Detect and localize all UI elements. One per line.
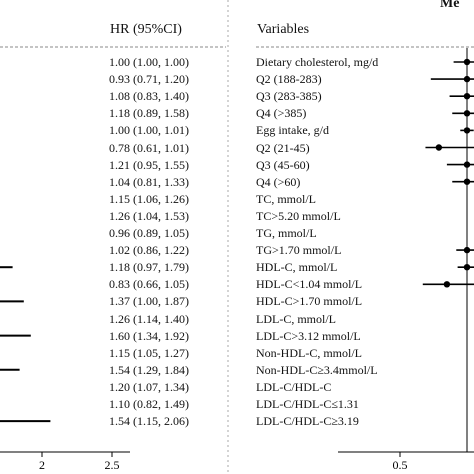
- right-panel-title-fragment: Me: [440, 0, 460, 11]
- right-x-tick-label: 0.5: [393, 458, 408, 472]
- hr-value: 1.10 (0.82, 1.49): [109, 397, 189, 411]
- hr-value: 1.20 (1.07, 1.34): [109, 380, 189, 394]
- hr-value: 0.96 (0.89, 1.05): [109, 226, 189, 240]
- right-point-estimate: [463, 58, 471, 66]
- variable-label: Q2 (188-283): [256, 72, 322, 86]
- right-point-estimate: [443, 281, 451, 288]
- variable-label: TC>5.20 mmol/L: [256, 209, 341, 223]
- hr-column-header: HR (95%CI): [110, 22, 182, 37]
- right-point-estimate: [463, 93, 471, 100]
- hr-value: 1.00 (1.00, 1.01): [109, 123, 189, 137]
- hr-value: 1.26 (1.04, 1.53): [109, 209, 189, 223]
- variable-label: HDL-C, mmol/L: [256, 260, 338, 274]
- right-point-estimate: [463, 246, 471, 254]
- hr-value: 1.04 (0.81, 1.33): [109, 175, 189, 189]
- variable-label: Q3 (283-385): [256, 89, 322, 103]
- variable-label: Q4 (>385): [256, 106, 307, 120]
- variable-label: Non-HDL-C≥3.4mmol/L: [256, 363, 378, 377]
- variable-label: Q4 (>60): [256, 175, 301, 189]
- variable-label: Q2 (21-45): [256, 141, 310, 155]
- right-point-estimate: [463, 110, 471, 117]
- right-point-estimate: [463, 161, 471, 168]
- variable-label: LDL-C, mmol/L: [256, 312, 336, 326]
- variable-label: LDL-C/HDL-C: [256, 380, 332, 394]
- variable-label: LDL-C/HDL-C≥3.19: [256, 414, 359, 428]
- variable-label: Egg intake, g/d: [256, 123, 329, 137]
- hr-value: 1.60 (1.34, 1.92): [109, 329, 189, 343]
- variable-label: Q3 (45-60): [256, 158, 310, 172]
- variable-label: LDL-C/HDL-C≤1.31: [256, 397, 359, 411]
- hr-value: 1.37 (1.00, 1.87): [109, 294, 189, 308]
- left-x-tick-label: 2.5: [105, 458, 120, 472]
- hr-value: 1.02 (0.86, 1.22): [109, 243, 189, 257]
- right-point-estimate: [435, 144, 443, 151]
- variable-label: HDL-C>1.70 mmol/L: [256, 294, 363, 308]
- hr-value: 0.93 (0.71, 1.20): [109, 72, 189, 86]
- hr-value: 1.21 (0.95, 1.55): [109, 158, 189, 172]
- variable-label: HDL-C<1.04 mmol/L: [256, 277, 363, 291]
- variable-label: Non-HDL-C, mmol/L: [256, 346, 362, 360]
- variable-label: TC, mmol/L: [256, 192, 316, 206]
- hr-value: 0.78 (0.61, 1.01): [109, 141, 189, 155]
- variable-label: TG>1.70 mmol/L: [256, 243, 342, 257]
- right-point-estimate: [463, 178, 471, 185]
- right-point-estimate: [463, 127, 471, 134]
- variable-label: TG, mmol/L: [256, 226, 317, 240]
- hr-value: 1.08 (0.83, 1.40): [109, 89, 189, 103]
- hr-value: 1.18 (0.89, 1.58): [109, 106, 189, 120]
- hr-value: 1.54 (1.29, 1.84): [109, 363, 189, 377]
- left-forest-panel: 2 2.5: [0, 266, 130, 472]
- hr-value: 1.00 (1.00, 1.00): [109, 55, 189, 69]
- right-point-estimate: [463, 75, 471, 83]
- hr-value: 1.15 (1.05, 1.27): [109, 346, 189, 360]
- hr-value: 1.15 (1.06, 1.26): [109, 192, 189, 206]
- hr-value: 1.18 (0.97, 1.79): [109, 260, 189, 274]
- left-x-tick-label: 2: [39, 458, 45, 472]
- hr-value: 0.83 (0.66, 1.05): [109, 277, 189, 291]
- right-point-estimate: [463, 264, 471, 271]
- hr-value: 1.54 (1.15, 2.06): [109, 414, 189, 428]
- variable-label: Dietary cholesterol, mg/d: [256, 55, 379, 69]
- variable-label: LDL-C>3.12 mmol/L: [256, 329, 361, 343]
- hr-value: 1.26 (1.14, 1.40): [109, 312, 189, 326]
- variables-column-header: Variables: [257, 22, 310, 37]
- right-forest-panel: 0.5: [338, 48, 474, 472]
